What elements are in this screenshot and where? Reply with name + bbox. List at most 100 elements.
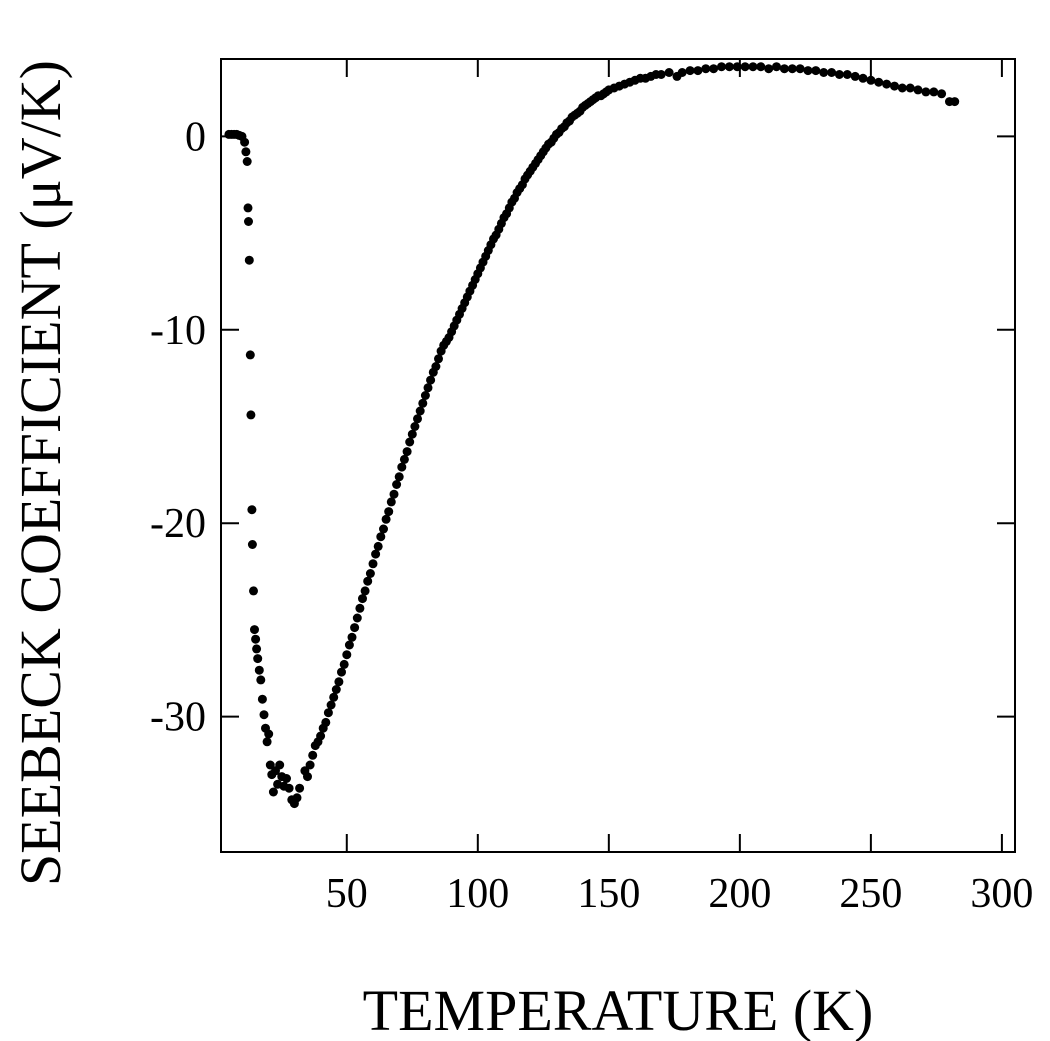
- data-point: [252, 644, 262, 654]
- data-point: [352, 613, 362, 623]
- data-point: [321, 717, 331, 727]
- data-point: [384, 507, 394, 517]
- data-point: [772, 62, 781, 72]
- data-point: [410, 422, 420, 431]
- data-point: [256, 675, 266, 685]
- data-point: [244, 255, 254, 265]
- data-point: [275, 760, 285, 770]
- data-point: [358, 594, 367, 604]
- data-point: [379, 524, 388, 534]
- data-point: [268, 787, 278, 797]
- data-point: [371, 549, 381, 559]
- x-axis-label: TEMPERATURE (K): [363, 978, 874, 1041]
- x-tick-label: 300: [970, 871, 1033, 917]
- data-point: [282, 774, 291, 783]
- y-tick-label: -10: [150, 308, 206, 354]
- data-point: [921, 87, 931, 97]
- data-point: [415, 406, 425, 416]
- data-point: [243, 203, 253, 213]
- x-tick-label: 50: [326, 871, 368, 917]
- data-point: [265, 760, 275, 770]
- tick-labels: 50 100 150 200 250 300 0 -10 -20 -30: [150, 114, 1033, 917]
- data-point: [360, 586, 370, 596]
- data-point: [240, 137, 250, 147]
- data-point: [308, 750, 318, 760]
- data-point: [254, 665, 264, 675]
- data-point: [295, 783, 305, 793]
- data-point: [386, 497, 396, 507]
- data-point: [656, 70, 666, 79]
- data-point: [819, 68, 829, 77]
- data-point: [368, 559, 378, 569]
- data-point: [413, 414, 422, 424]
- data-point: [827, 68, 837, 77]
- data-point: [373, 541, 383, 551]
- axis-ticks: [221, 59, 1015, 852]
- data-point: [392, 480, 402, 489]
- data-point: [842, 70, 852, 79]
- plot-frame: [220, 58, 1016, 853]
- y-axis-label: SEEBECK COEFFICIENT (μV/K): [8, 60, 73, 886]
- data-point: [355, 603, 365, 613]
- data-point: [334, 677, 344, 687]
- data-point: [305, 760, 315, 770]
- data-point: [342, 650, 352, 660]
- data-point: [874, 77, 884, 87]
- data-point: [402, 447, 412, 457]
- data-point: [251, 634, 261, 644]
- data-point: [292, 793, 302, 803]
- data-point: [431, 362, 441, 371]
- plot-area: [220, 58, 1016, 853]
- data-point: [250, 625, 259, 635]
- data-point: [685, 66, 695, 76]
- y-tick-label: -30: [150, 695, 206, 741]
- data-point: [890, 81, 899, 91]
- data-point: [245, 350, 255, 360]
- data-point: [929, 87, 939, 97]
- data-point: [405, 437, 415, 447]
- data-point: [834, 70, 844, 79]
- data-point: [347, 632, 357, 642]
- data-point: [866, 75, 876, 85]
- data-point: [329, 692, 339, 702]
- data-point: [344, 640, 354, 650]
- data-point: [381, 514, 391, 524]
- data-point: [244, 217, 253, 226]
- data-point: [423, 383, 433, 393]
- data-point: [779, 64, 789, 74]
- data-point: [950, 97, 960, 107]
- data-point: [262, 737, 272, 747]
- data-point: [897, 83, 907, 93]
- data-point: [326, 700, 336, 710]
- data-point: [913, 85, 923, 95]
- data-point: [709, 64, 719, 74]
- data-point: [253, 654, 263, 664]
- data-point: [331, 685, 341, 694]
- x-tick-label: 250: [839, 871, 902, 917]
- x-tick-label: 100: [446, 871, 509, 917]
- data-point: [740, 62, 750, 72]
- data-point: [426, 375, 436, 385]
- data-point: [350, 623, 360, 633]
- data-point: [787, 64, 797, 74]
- data-point: [365, 569, 375, 578]
- data-point: [363, 576, 373, 586]
- data-point: [937, 89, 947, 99]
- data-point: [693, 66, 703, 76]
- data-point: [407, 429, 417, 439]
- data-point: [259, 710, 269, 720]
- data-point: [376, 532, 386, 542]
- data-point: [247, 505, 257, 515]
- data-point: [264, 729, 274, 739]
- data-point: [399, 454, 409, 464]
- x-tick-label: 150: [577, 871, 640, 917]
- data-point: [316, 731, 326, 741]
- data-point: [339, 659, 349, 669]
- data-point: [701, 64, 711, 74]
- data-point: [882, 79, 892, 89]
- data-point: [242, 157, 252, 166]
- data-point: [850, 71, 860, 81]
- data-point: [249, 586, 258, 596]
- data-point: [337, 667, 346, 677]
